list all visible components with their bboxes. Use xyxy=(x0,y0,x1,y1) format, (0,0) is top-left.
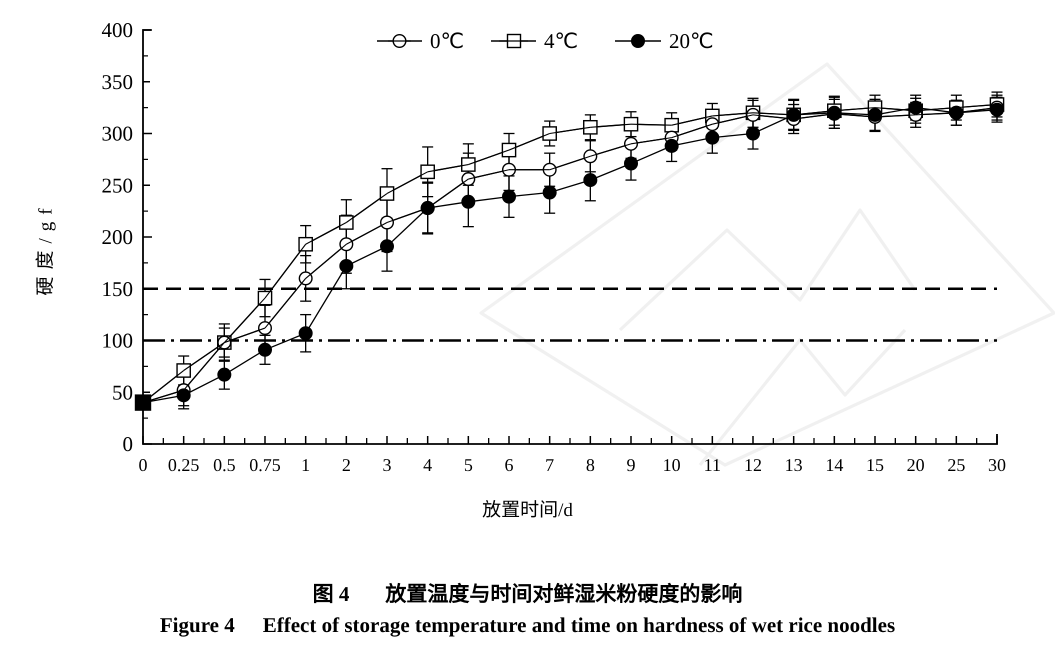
svg-text:350: 350 xyxy=(102,70,134,94)
svg-text:9: 9 xyxy=(627,455,636,475)
svg-text:7: 7 xyxy=(545,455,554,475)
svg-text:12: 12 xyxy=(744,455,762,475)
svg-text:5: 5 xyxy=(464,455,473,475)
svg-text:25: 25 xyxy=(947,455,965,475)
svg-text:100: 100 xyxy=(102,329,134,353)
svg-text:13: 13 xyxy=(785,455,803,475)
svg-text:0: 0 xyxy=(123,432,134,456)
svg-text:4: 4 xyxy=(423,455,432,475)
svg-text:50: 50 xyxy=(112,380,133,404)
svg-text:30: 30 xyxy=(988,455,1006,475)
svg-text:200: 200 xyxy=(102,225,134,249)
svg-text:8: 8 xyxy=(586,455,595,475)
svg-text:6: 6 xyxy=(505,455,514,475)
svg-text:0: 0 xyxy=(139,455,148,475)
svg-text:300: 300 xyxy=(102,122,134,146)
svg-text:0.25: 0.25 xyxy=(168,455,200,475)
svg-text:10: 10 xyxy=(663,455,681,475)
svg-text:14: 14 xyxy=(825,455,843,475)
svg-text:1: 1 xyxy=(301,455,310,475)
svg-text:15: 15 xyxy=(866,455,884,475)
svg-text:20: 20 xyxy=(907,455,925,475)
svg-text:150: 150 xyxy=(102,277,134,301)
svg-text:250: 250 xyxy=(102,173,134,197)
svg-text:0℃: 0℃ xyxy=(430,29,464,53)
svg-text:400: 400 xyxy=(102,18,134,42)
svg-text:20℃: 20℃ xyxy=(669,29,714,53)
svg-text:0.75: 0.75 xyxy=(249,455,281,475)
svg-text:11: 11 xyxy=(704,455,721,475)
svg-text:4℃: 4℃ xyxy=(544,29,578,53)
svg-text:3: 3 xyxy=(383,455,392,475)
svg-text:0.5: 0.5 xyxy=(213,455,236,475)
svg-text:2: 2 xyxy=(342,455,351,475)
